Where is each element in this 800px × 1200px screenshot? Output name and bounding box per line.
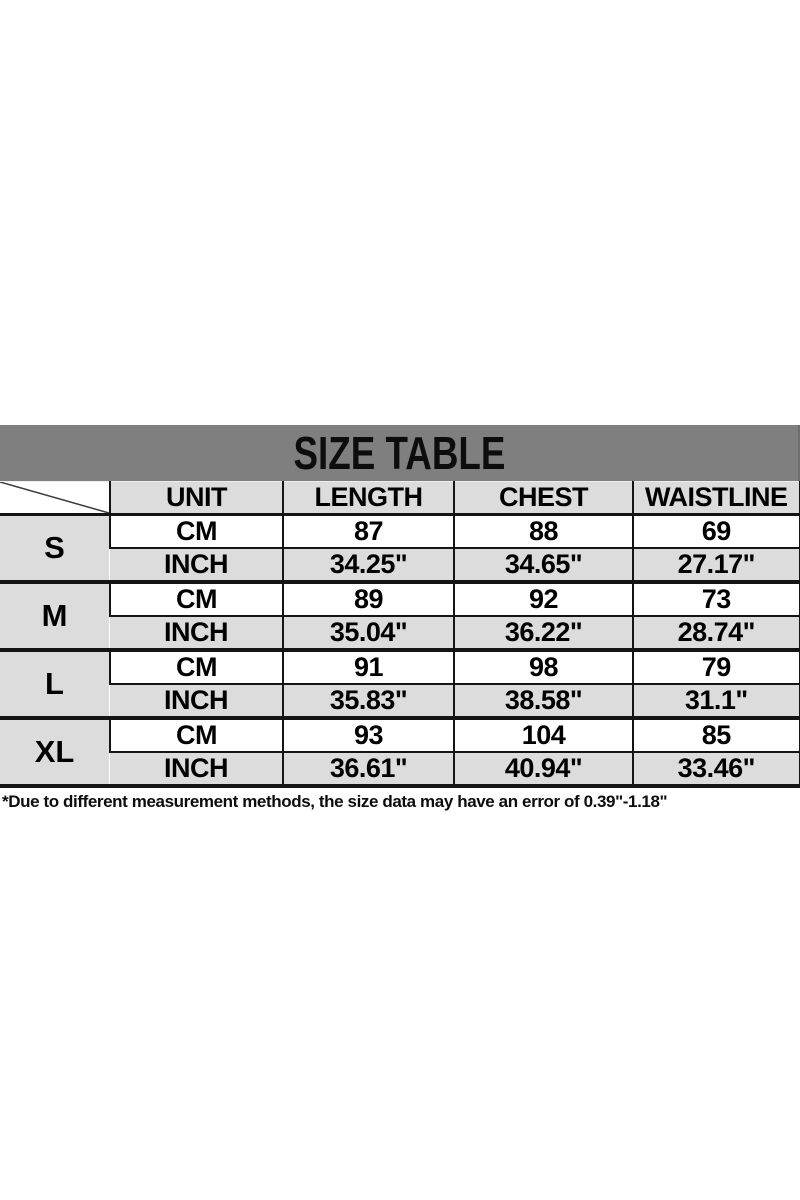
- table-row: M CM 89 92 73: [0, 582, 800, 652]
- value-cell: 33.46": [632, 752, 800, 788]
- size-label-xl: XL: [0, 718, 110, 788]
- value-cell: 89: [282, 582, 454, 617]
- diagonal-corner-cell: [0, 481, 110, 516]
- unit-cell: INCH: [110, 548, 283, 584]
- size-label-l: L: [0, 650, 110, 720]
- value-cell: 34.25": [282, 548, 454, 584]
- value-cell: 85: [632, 718, 800, 753]
- value-cell: 27.17": [632, 548, 800, 584]
- value-cell: 93: [282, 718, 454, 753]
- value-cell: 35.04": [282, 616, 454, 652]
- column-header-chest: CHEST: [453, 481, 633, 516]
- value-cell: 36.61": [282, 752, 454, 788]
- value-cell: 87: [282, 514, 454, 549]
- value-cell: 28.74": [632, 616, 800, 652]
- table-row: XL CM 93 104 85: [0, 718, 800, 788]
- unit-cell: CM: [109, 582, 283, 617]
- unit-cell: INCH: [110, 684, 283, 720]
- table-row: INCH 36.61" 40.94" 33.46": [0, 752, 800, 788]
- unit-cell: CM: [109, 514, 283, 549]
- value-cell: 98: [453, 650, 633, 685]
- value-cell: 40.94": [453, 752, 633, 788]
- table-row: INCH 35.04" 36.22" 28.74": [0, 616, 800, 652]
- size-table: UNIT LENGTH CHEST WAISTLINE S CM 87 88 6…: [0, 481, 800, 788]
- size-table-title-bar: SIZE TABLE: [0, 425, 800, 481]
- unit-cell: CM: [109, 718, 283, 753]
- column-header-waistline: WAISTLINE: [632, 481, 800, 516]
- table-row: L CM 91 98 79: [0, 650, 800, 720]
- table-row: S CM 87 88 69: [0, 514, 800, 584]
- value-cell: 79: [632, 650, 800, 685]
- column-header-unit: UNIT: [109, 481, 283, 516]
- diagonal-line-icon: [0, 482, 107, 512]
- table-row: INCH 34.25" 34.65" 27.17": [0, 548, 800, 584]
- size-label-m: M: [0, 582, 110, 652]
- value-cell: 38.58": [453, 684, 633, 720]
- header-row: UNIT LENGTH CHEST WAISTLINE: [0, 481, 800, 516]
- value-cell: 36.22": [453, 616, 633, 652]
- value-cell: 31.1": [632, 684, 800, 720]
- size-table-title: SIZE TABLE: [293, 427, 505, 479]
- value-cell: 73: [632, 582, 800, 617]
- size-chart: SIZE TABLE UNIT LENGTH CHEST WAISTLINE: [0, 425, 800, 812]
- unit-cell: INCH: [110, 616, 283, 652]
- value-cell: 69: [632, 514, 800, 549]
- unit-cell: INCH: [110, 752, 283, 788]
- column-header-length: LENGTH: [282, 481, 454, 516]
- value-cell: 92: [453, 582, 633, 617]
- unit-cell: CM: [109, 650, 283, 685]
- value-cell: 34.65": [453, 548, 633, 584]
- value-cell: 91: [282, 650, 454, 685]
- size-label-s: S: [0, 514, 110, 584]
- value-cell: 104: [453, 718, 633, 753]
- table-row: INCH 35.83" 38.58" 31.1": [0, 684, 800, 720]
- value-cell: 88: [453, 514, 633, 549]
- value-cell: 35.83": [282, 684, 454, 720]
- measurement-error-footnote: *Due to different measurement methods, t…: [2, 792, 668, 811]
